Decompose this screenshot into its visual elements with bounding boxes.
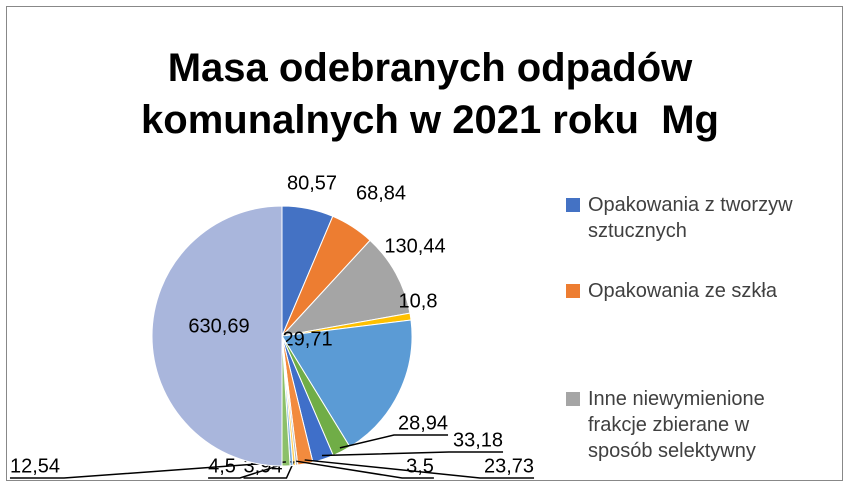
data-label: 130,44 [384,235,445,257]
data-label: 28,94 [398,412,448,434]
data-label: 80,57 [287,172,337,194]
pie-slice [280,239,411,337]
chart-title: Masa odebranych odpadów komunalnych w 20… [141,46,719,142]
chart-border [6,6,843,481]
data-label: 630,69 [188,315,249,337]
leader-line [339,434,449,449]
leader-line [9,461,286,479]
data-label: 33,18 [453,429,503,451]
data-label: 23,73 [484,455,534,477]
leader-line [296,460,434,479]
data-label: 12,54 [10,455,60,477]
legend-entry: Opakowania z tworzyw sztucznych [566,192,816,244]
pie-slice [151,205,283,467]
leader-line [304,459,535,479]
leader-line [321,451,504,457]
legend-entry: Opakowania ze szkła [566,278,816,304]
data-label: 68,84 [356,182,406,204]
legend-label: Opakowania ze szkła [588,280,777,302]
legend-swatch [566,284,580,298]
legend-label: Inne niewymienione frakcje zbierane w sp… [588,388,765,462]
leader-line [243,461,295,479]
pie-slice [281,319,413,448]
data-label: 10,8 [399,290,438,312]
legend-swatch [566,392,580,406]
legend-entry: Inne niewymienione frakcje zbierane w sp… [566,386,816,464]
leader-line [208,460,292,479]
data-label: 3,5 [406,455,434,477]
legend-swatch [566,198,580,212]
legend-label: Opakowania z tworzyw sztucznych [588,194,793,242]
